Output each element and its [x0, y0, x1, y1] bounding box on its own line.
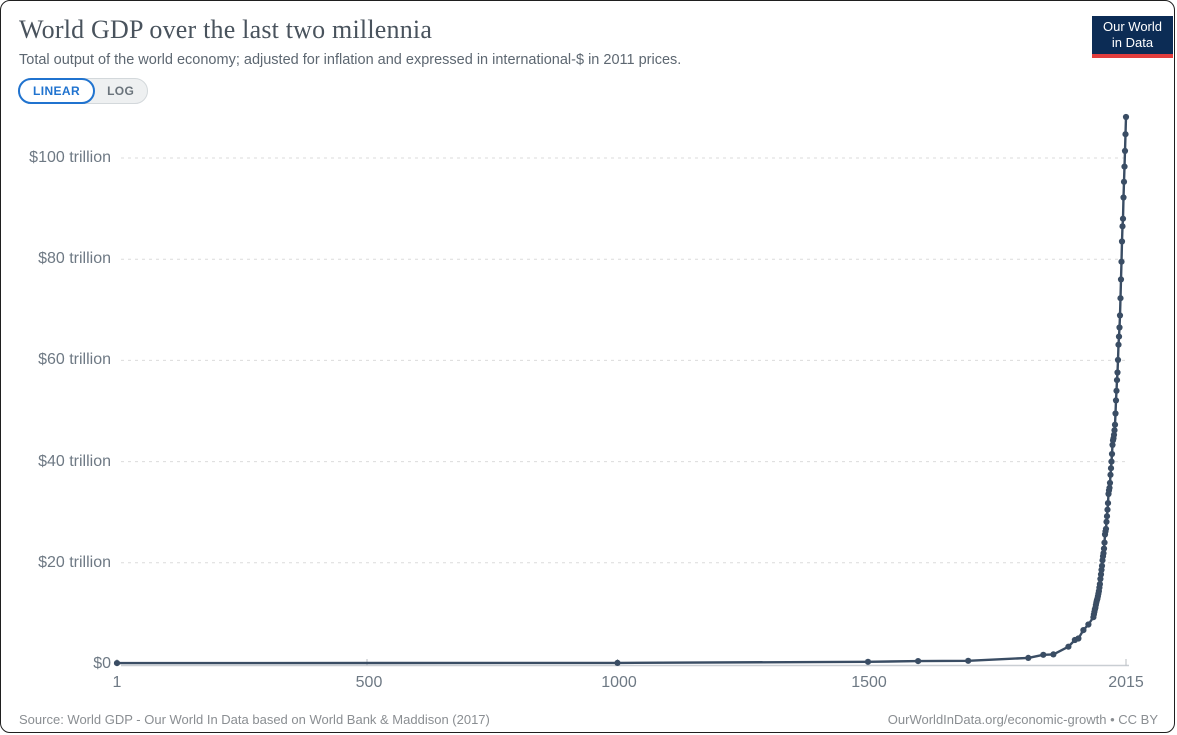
log-scale-button[interactable]: LOG — [94, 79, 147, 103]
data-point — [1116, 312, 1124, 319]
data-point — [1115, 341, 1122, 348]
data-point — [1109, 441, 1116, 448]
data-point — [1096, 581, 1103, 588]
data-point — [1115, 333, 1123, 340]
data-point — [1097, 575, 1104, 583]
data-point — [1119, 215, 1127, 222]
data-point — [1098, 562, 1106, 569]
data-point — [1108, 458, 1115, 465]
data-point — [1121, 163, 1128, 170]
data-point — [1113, 377, 1121, 384]
data-point — [1118, 238, 1126, 245]
data-point — [1114, 356, 1122, 363]
data-point — [965, 657, 972, 664]
attribution-link[interactable]: OurWorldInData.org/economic-growth • CC … — [887, 712, 1158, 727]
data-point — [1111, 421, 1119, 428]
data-point — [1112, 397, 1120, 404]
y-axis-tick-0: $0 — [93, 655, 111, 672]
data-point — [1080, 627, 1087, 634]
y-axis-tick-60t: $60 trillion — [38, 351, 111, 368]
data-point — [1120, 194, 1127, 201]
y-axis-tick-20t: $20 trillion — [38, 554, 111, 571]
data-point — [1107, 465, 1115, 472]
data-point — [1075, 635, 1082, 642]
scale-toggle: LINEAR LOG — [18, 78, 149, 104]
data-point — [1040, 651, 1047, 658]
data-point — [1103, 518, 1110, 525]
data-point — [1107, 471, 1114, 478]
x-axis-tick-1000: 1000 — [601, 674, 637, 691]
data-point — [113, 660, 121, 667]
data-point — [1106, 479, 1114, 486]
data-point — [1122, 113, 1130, 121]
data-point — [1104, 500, 1112, 507]
data-point — [1103, 513, 1111, 520]
x-axis-tick-500: 500 — [355, 674, 383, 691]
data-point — [1117, 295, 1124, 302]
data-point — [864, 658, 872, 665]
data-point — [1108, 450, 1116, 458]
data-point — [1117, 276, 1125, 283]
data-point — [1110, 431, 1118, 438]
data-point — [1121, 147, 1129, 154]
data-point — [1113, 387, 1120, 394]
y-axis-tick-80t: $80 trillion — [38, 250, 111, 267]
data-point — [1118, 258, 1125, 265]
y-axis-tick-100t: $100 trillion — [29, 149, 111, 166]
data-point — [1114, 369, 1121, 376]
data-point — [1097, 571, 1105, 578]
data-point — [1116, 324, 1123, 331]
data-point — [1119, 223, 1126, 230]
data-point — [1112, 410, 1119, 417]
data-point — [915, 658, 922, 665]
data-point — [1050, 651, 1057, 658]
y-axis-tick-40t: $40 trillion — [38, 453, 111, 470]
data-point — [1102, 525, 1110, 533]
x-axis-tick-1: 1 — [112, 674, 122, 691]
x-axis-tick-1500: 1500 — [851, 674, 887, 691]
data-point — [614, 659, 621, 667]
data-point — [1104, 506, 1111, 513]
owid-logo-red-bar — [1092, 54, 1173, 58]
data-point — [1111, 427, 1118, 434]
data-point — [1100, 545, 1108, 552]
data-point — [1065, 643, 1072, 650]
data-point — [1025, 654, 1032, 662]
owid-logo[interactable]: Our World in Data — [1092, 16, 1173, 58]
data-point — [1100, 550, 1107, 557]
data-point — [1120, 178, 1128, 185]
owid-logo-text: Our World in Data — [1103, 19, 1162, 50]
data-point — [1106, 484, 1113, 491]
data-point — [1085, 621, 1092, 628]
x-axis-tick-2015: 2015 — [1108, 674, 1144, 691]
source-note: Source: World GDP - Our World In Data ba… — [19, 712, 490, 727]
chart-subtitle: Total output of the world economy; adjus… — [19, 52, 682, 68]
page-title: World GDP over the last two millennia — [19, 15, 433, 44]
data-point — [1101, 539, 1108, 546]
linear-scale-button[interactable]: LINEAR — [18, 78, 96, 104]
data-point — [1122, 131, 1129, 138]
gdp-line — [116, 116, 1128, 665]
